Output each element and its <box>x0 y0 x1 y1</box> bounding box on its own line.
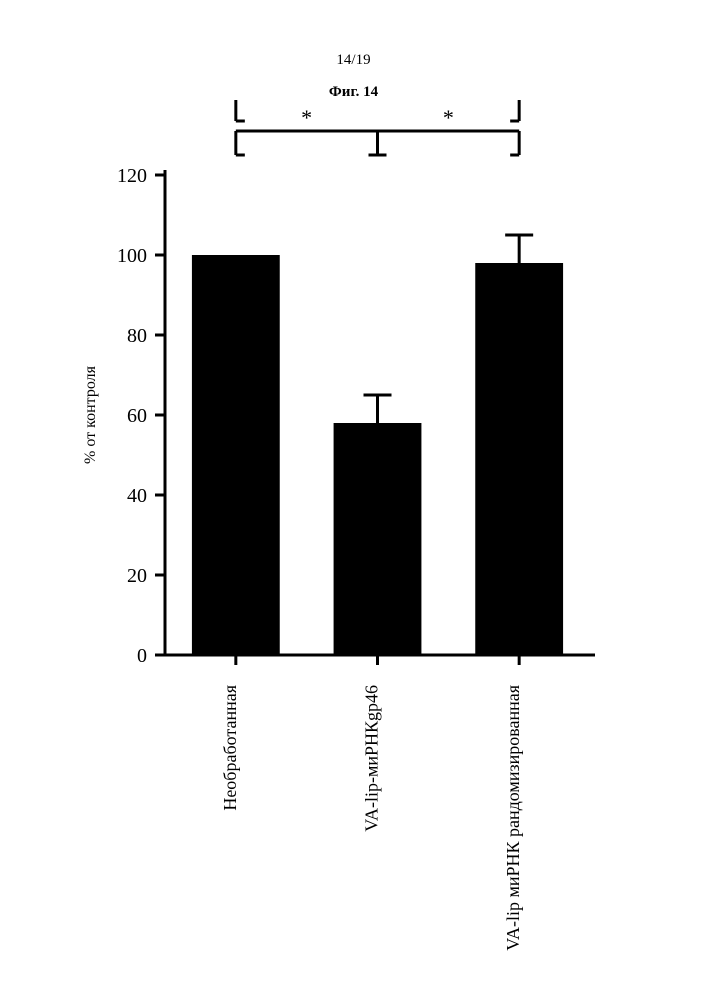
page: 14/19 Фиг. 14 0 20 40 60 80 100 120 % от контро… <box>0 0 707 1000</box>
y-tick-label: 40 <box>127 485 147 507</box>
bar <box>334 423 422 655</box>
significance-star: * <box>443 105 454 130</box>
significance-star: * <box>301 105 312 130</box>
bar <box>475 263 563 655</box>
page-number: 14/19 <box>0 52 707 69</box>
y-tick-label: 80 <box>127 325 147 347</box>
y-tick-label: 0 <box>137 645 147 667</box>
y-axis-label: % от контроля <box>82 365 99 464</box>
bar <box>192 255 280 655</box>
x-category-label: VA-lip-миРНКgp46 <box>362 685 382 832</box>
y-tick-label: 100 <box>117 245 147 267</box>
x-category-label: VA-lip миРНК рандомизированная <box>503 685 523 951</box>
y-tick-label: 60 <box>127 405 147 427</box>
y-tick-label: 120 <box>117 165 147 187</box>
figure-title: Фиг. 14 <box>0 84 707 101</box>
y-tick-label: 20 <box>127 565 147 587</box>
x-category-label: Необработанная <box>220 685 240 811</box>
bar-chart: 0 20 40 60 80 100 120 % от контроля Необработанн… <box>70 100 630 960</box>
